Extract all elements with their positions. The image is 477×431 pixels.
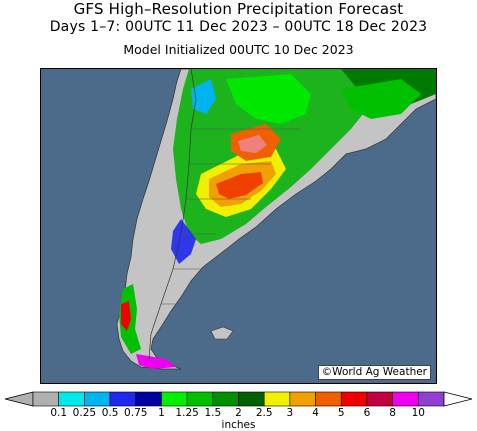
colorbar-segment [84,391,111,407]
rain-zone-pink [238,135,267,153]
colorbar-tick-label: 0.1 [50,407,68,419]
colorbar-segment [161,391,188,407]
rain-zone-cyan [191,79,216,114]
precipitation-colorbar [4,391,473,407]
credit-label: ©World Ag Weather [317,365,431,380]
colorbar-segment [186,391,214,407]
colorbar-tick-label: 1.5 [204,407,222,419]
colorbar-tick-label: 8 [389,407,396,419]
colorbar-segment [135,391,162,407]
colorbar-segment [263,391,291,407]
colorbar-arrow-low [4,391,34,407]
colorbar-segment [32,391,59,407]
colorbar-segment [58,391,85,407]
colorbar-segment [418,391,445,407]
colorbar-tick-label: 2.5 [255,407,273,419]
colorbar-tick-label: 0.5 [101,407,119,419]
colorbar-tick-label: 1.25 [175,407,199,419]
map-title: GFS High–Resolution Precipitation Foreca… [73,0,404,18]
colorbar-tick-label: 6 [363,407,371,419]
colorbar-segment [340,391,368,407]
colorbar-tick-label: 5 [337,407,345,419]
colorbar-tick-label: 3 [286,407,294,419]
colorbar-tick-label: 4 [312,407,319,419]
rain-zone-lightgreen [226,74,311,124]
colorbar-segment [366,391,393,407]
country-border [148,69,197,360]
rain-zone-patagonia-core [121,301,131,331]
precipitation-map: ©World Ag Weather [40,68,437,384]
rain-zone-red [216,172,263,199]
rain-zone-green-north-east [341,79,421,119]
colorbar-segment [315,391,342,407]
colorbar-tick-label: 0.25 [72,407,97,419]
colorbar-segment [212,391,239,407]
rain-zone-tierra-del-fuego [136,354,176,369]
map-canvas [116,69,436,370]
colorbar-tick-label: 1 [158,407,165,419]
forecast-period: Days 1–7: 00UTC 11 Dec 2023 – 00UTC 18 D… [49,19,428,35]
colorbar-segment [109,391,137,407]
colorbar-tick-label: 10 [411,407,425,419]
province-borders [161,128,301,305]
colorbar-segment [238,391,265,407]
colorbar-unit: inches [221,419,256,431]
colorbar-tick-label: 0.75 [124,407,148,419]
falkland-islands [210,326,234,340]
model-init-time: Model Initialized 00UTC 10 Dec 2023 [123,42,354,57]
colorbar-arrow-high [443,391,473,407]
colorbar-segment [392,391,419,407]
colorbar-tick-label: 2 [235,407,242,419]
rain-zone-blue [171,219,196,264]
colorbar-segment [289,391,316,407]
